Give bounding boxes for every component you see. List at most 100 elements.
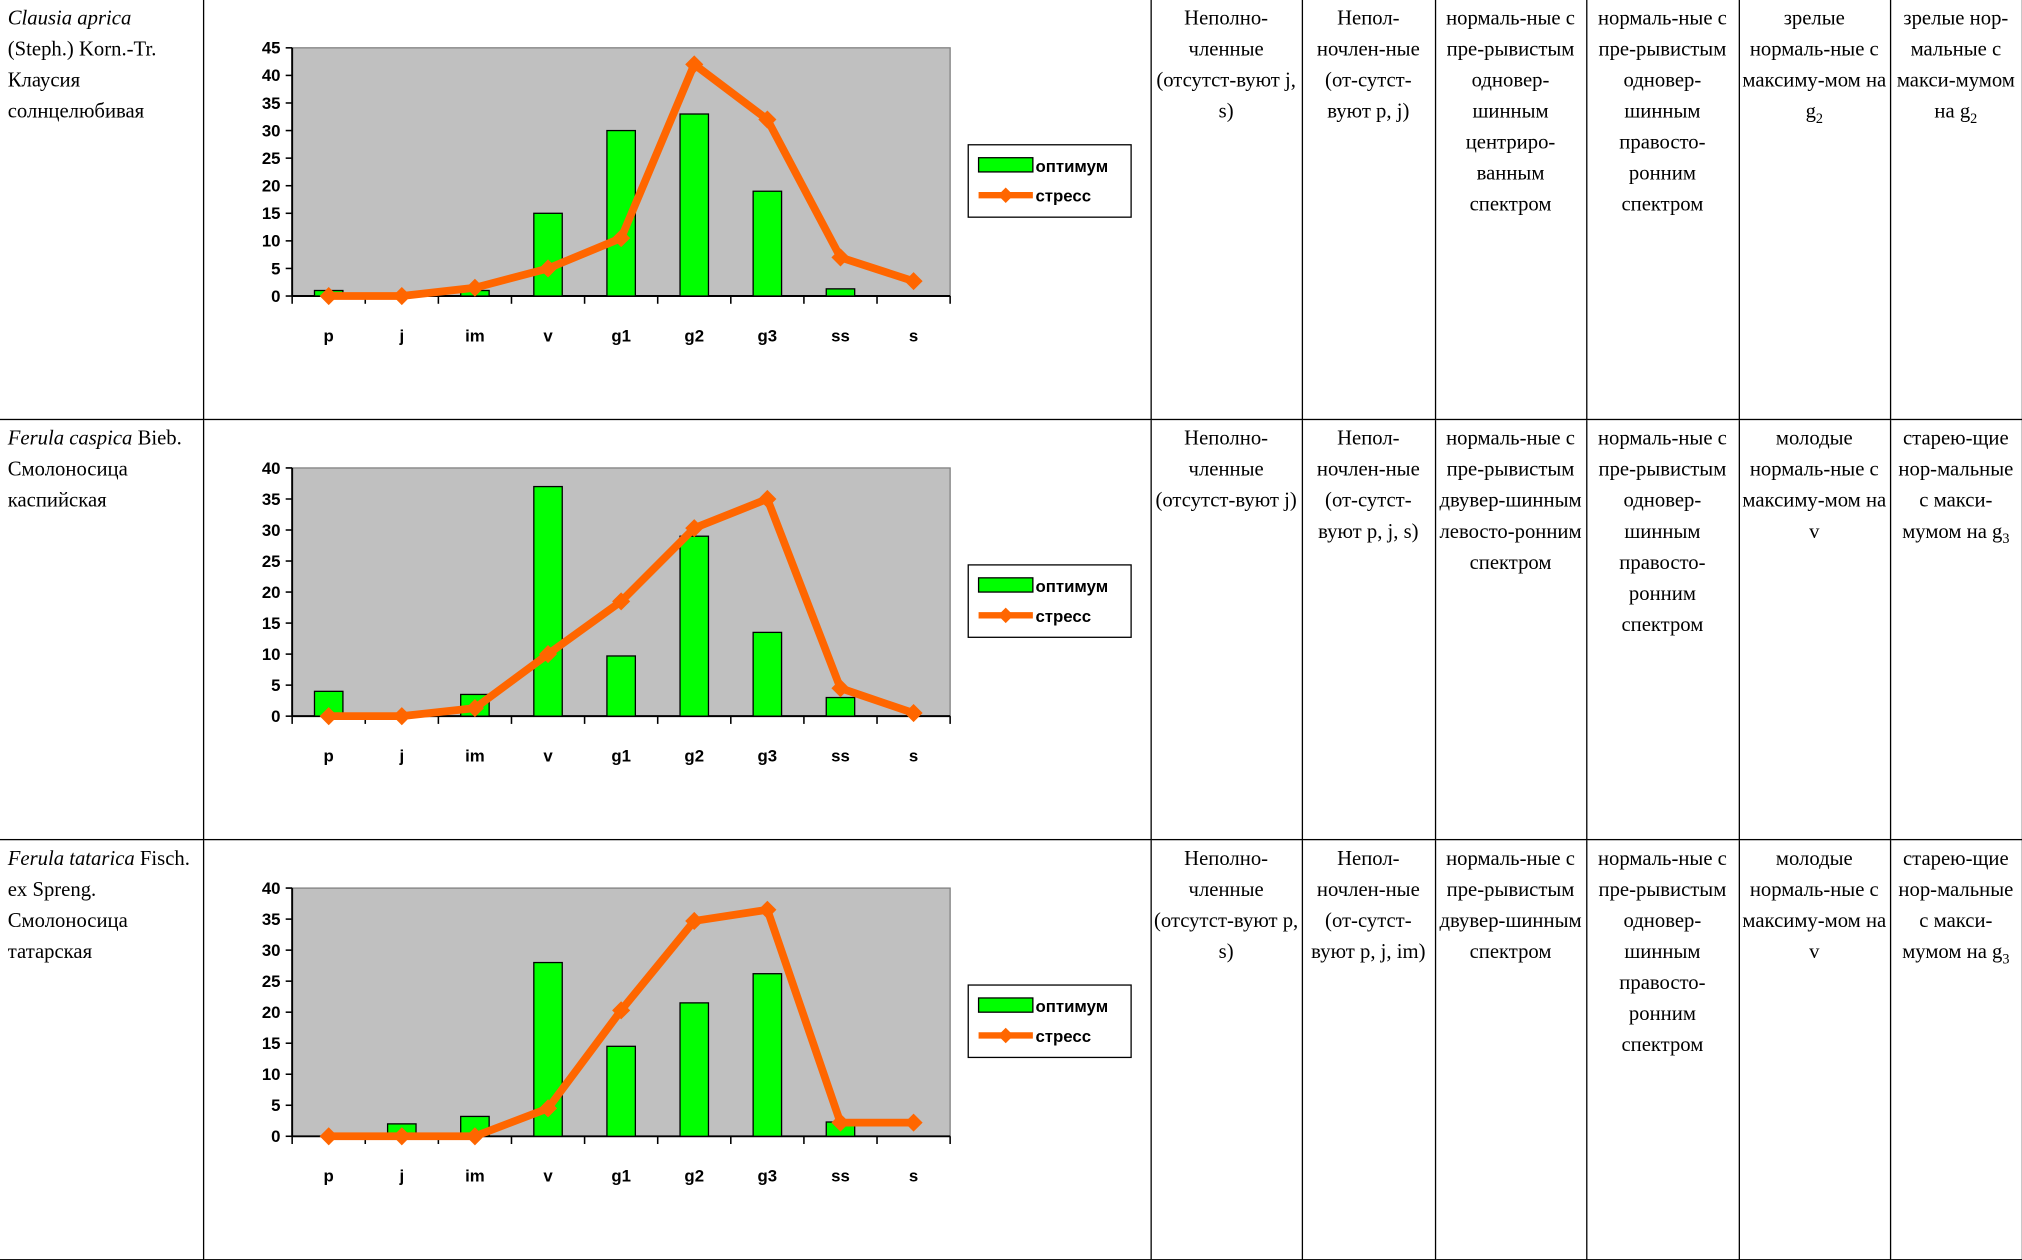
table-row: Ferula caspica Bieb. Смолоносица каспийск… bbox=[0, 418, 2022, 841]
classification-text: нормаль-​ные с пре-​рывистым одновер-​ши… bbox=[1446, 7, 1575, 216]
classification-cell-1: Неполно-​членные (отсутст-​вуют j) bbox=[1149, 418, 1303, 841]
y-tick-label: 25 bbox=[261, 552, 280, 571]
classification-text: Неполно-​членные (отсутст-​вуют p, s) bbox=[1154, 848, 1299, 964]
x-tick-label: v bbox=[543, 1167, 553, 1186]
classification-cell-2: Непол-​ночлен-​ные (от-​сутст-​вуют p, j… bbox=[1301, 838, 1436, 1260]
x-tick-label: im bbox=[464, 1167, 484, 1186]
bar-optimum bbox=[605, 655, 636, 717]
classification-cell-1: Неполно-​членные (отсутст-​вуют p, s) bbox=[1149, 838, 1303, 1260]
legend-marker-stress bbox=[997, 187, 1013, 203]
chart-legend bbox=[966, 564, 1132, 638]
bar-optimum bbox=[605, 1045, 636, 1137]
y-tick-label: 20 bbox=[261, 177, 280, 196]
y-tick-label: 30 bbox=[261, 521, 280, 540]
classification-cell-1: Неполно-​членные (отсутст-​вуют j, s) bbox=[1149, 0, 1303, 421]
x-tick-label: ss bbox=[830, 746, 849, 765]
classification-text: молодые нормаль-​ные с максиму-​мом на v bbox=[1742, 427, 1887, 543]
y-tick-label: 35 bbox=[261, 94, 280, 113]
y-tick-label: 10 bbox=[261, 1065, 280, 1084]
x-tick-label: g2 bbox=[684, 1167, 704, 1186]
classification-cell-5: молодые нормаль-​ные с максиму-​мом на v bbox=[1738, 418, 1891, 841]
legend-label-stress: стресс bbox=[1035, 187, 1091, 206]
bar-optimum bbox=[824, 288, 855, 297]
species-author: (Steph.) Korn.-Tr. bbox=[7, 38, 157, 61]
x-tick-label: j bbox=[398, 326, 404, 345]
x-tick-label: g2 bbox=[684, 746, 704, 765]
classification-cell-4: нормаль-​ные с пре-​рывистым одновер-​ши… bbox=[1585, 0, 1740, 421]
classification-text: зрелые нор-​мальные с макси-​мумом на g bbox=[1896, 7, 2015, 123]
classification-cell-5: молодые нормаль-​ные с максиму-​мом на v bbox=[1738, 838, 1891, 1260]
classification-text: молодые нормаль-​ные с максиму-​мом на v bbox=[1742, 848, 1887, 964]
point-stress bbox=[684, 55, 703, 74]
y-tick-label: 40 bbox=[261, 459, 280, 478]
point-stress bbox=[757, 489, 776, 509]
legend-swatch-optimum bbox=[977, 577, 1033, 593]
y-tick-label: 25 bbox=[261, 972, 280, 991]
x-tick-label: g1 bbox=[611, 1167, 631, 1186]
bar-optimum bbox=[678, 535, 709, 717]
bar-optimum bbox=[751, 973, 782, 1137]
x-tick-label: im bbox=[464, 746, 484, 765]
legend-swatch-optimum bbox=[977, 157, 1033, 173]
y-tick-label: 10 bbox=[261, 645, 280, 664]
x-tick-label: p bbox=[323, 746, 333, 765]
subscript-index: 3 bbox=[2002, 951, 2010, 968]
x-tick-label: ss bbox=[830, 1167, 849, 1186]
bar-optimum bbox=[824, 696, 855, 717]
classification-text: нормаль-​ные с пре-​рывистым одновер-​ши… bbox=[1597, 7, 1727, 216]
x-tick-label: j bbox=[398, 1167, 404, 1186]
y-tick-label: 15 bbox=[261, 1034, 280, 1053]
classification-text: Непол-​ночлен-​ные (от-​сутст-​вуют p, j… bbox=[1316, 427, 1420, 543]
classification-text: нормаль-​ные с пре-​рывистым одновер-​ши… bbox=[1597, 427, 1727, 637]
classification-text: нормаль-​ные с пре-​рывистым одновер-​ши… bbox=[1597, 848, 1727, 1057]
x-tick-label: im bbox=[464, 326, 484, 345]
y-tick-label: 15 bbox=[261, 614, 280, 633]
x-tick-label: v bbox=[543, 326, 553, 345]
species-latin-name: Ferula caspica bbox=[7, 427, 133, 450]
y-tick-label: 5 bbox=[271, 676, 280, 695]
point-stress bbox=[757, 110, 776, 129]
y-tick-label: 40 bbox=[261, 879, 280, 898]
subscript-index: 2 bbox=[1970, 111, 1978, 127]
classification-text: старею-​щие нор-​мальные с макси-​мумом … bbox=[1898, 848, 2014, 964]
x-tick-label: s bbox=[908, 746, 917, 765]
legend-marker-stress bbox=[997, 1027, 1013, 1044]
point-stress bbox=[830, 248, 849, 267]
bar-optimum bbox=[532, 212, 563, 297]
chart-cell: 0 5 10 15 20 25 30 35 40 45 p j im v g1 g2 g3 ss s оптимум с… bbox=[202, 0, 1152, 421]
species-russian-name: Клаусия солнцелюбивая bbox=[7, 69, 145, 123]
classification-text: зрелые нормаль-​ные с максиму-​мом на g bbox=[1742, 7, 1887, 123]
bar-optimum bbox=[751, 190, 782, 297]
classification-cell-4: нормаль-​ные с пре-​рывистым одновер-​ши… bbox=[1585, 418, 1740, 841]
y-tick-label: 0 bbox=[271, 287, 280, 306]
subscript-index: 2 bbox=[1815, 111, 1824, 127]
x-tick-label: g1 bbox=[611, 326, 631, 345]
classification-text: Непол-​ночлен-​ные (от-​сутст-​вуют p, j… bbox=[1311, 848, 1426, 964]
legend-marker-stress bbox=[997, 607, 1013, 624]
x-tick-label: p bbox=[323, 326, 333, 345]
x-tick-label: g1 bbox=[611, 746, 631, 765]
legend-label-stress: стресс bbox=[1035, 1027, 1091, 1046]
x-tick-label: s bbox=[908, 326, 917, 345]
x-tick-label: ss bbox=[830, 326, 849, 345]
point-stress bbox=[684, 911, 703, 931]
classification-cell-6: старею-​щие нор-​мальные с макси-​мумом … bbox=[1889, 418, 2022, 841]
y-tick-label: 20 bbox=[261, 583, 280, 602]
species-cell: Clausia aprica (Steph.) Korn.-Tr. Клаусия… bbox=[0, 0, 204, 421]
species-latin-name: Clausia aprica bbox=[7, 7, 132, 30]
point-stress bbox=[757, 900, 776, 919]
point-stress bbox=[903, 704, 922, 723]
x-tick-label: v bbox=[543, 746, 553, 765]
x-tick-label: p bbox=[323, 1167, 333, 1186]
y-tick-label: 5 bbox=[271, 1096, 280, 1115]
classification-cell-5: зрелые нормаль-​ные с максиму-​мом на g2 bbox=[1738, 0, 1891, 421]
chart-legend bbox=[966, 984, 1132, 1059]
point-stress bbox=[465, 699, 484, 718]
classification-text: Неполно-​членные (отсутст-​вуют j, s) bbox=[1156, 7, 1296, 123]
y-tick-label: 10 bbox=[261, 232, 280, 251]
classification-text: Непол-​ночлен-​ные (от-​сутст-​вуют p, j… bbox=[1316, 7, 1420, 123]
y-tick-label: 0 bbox=[271, 1127, 280, 1146]
